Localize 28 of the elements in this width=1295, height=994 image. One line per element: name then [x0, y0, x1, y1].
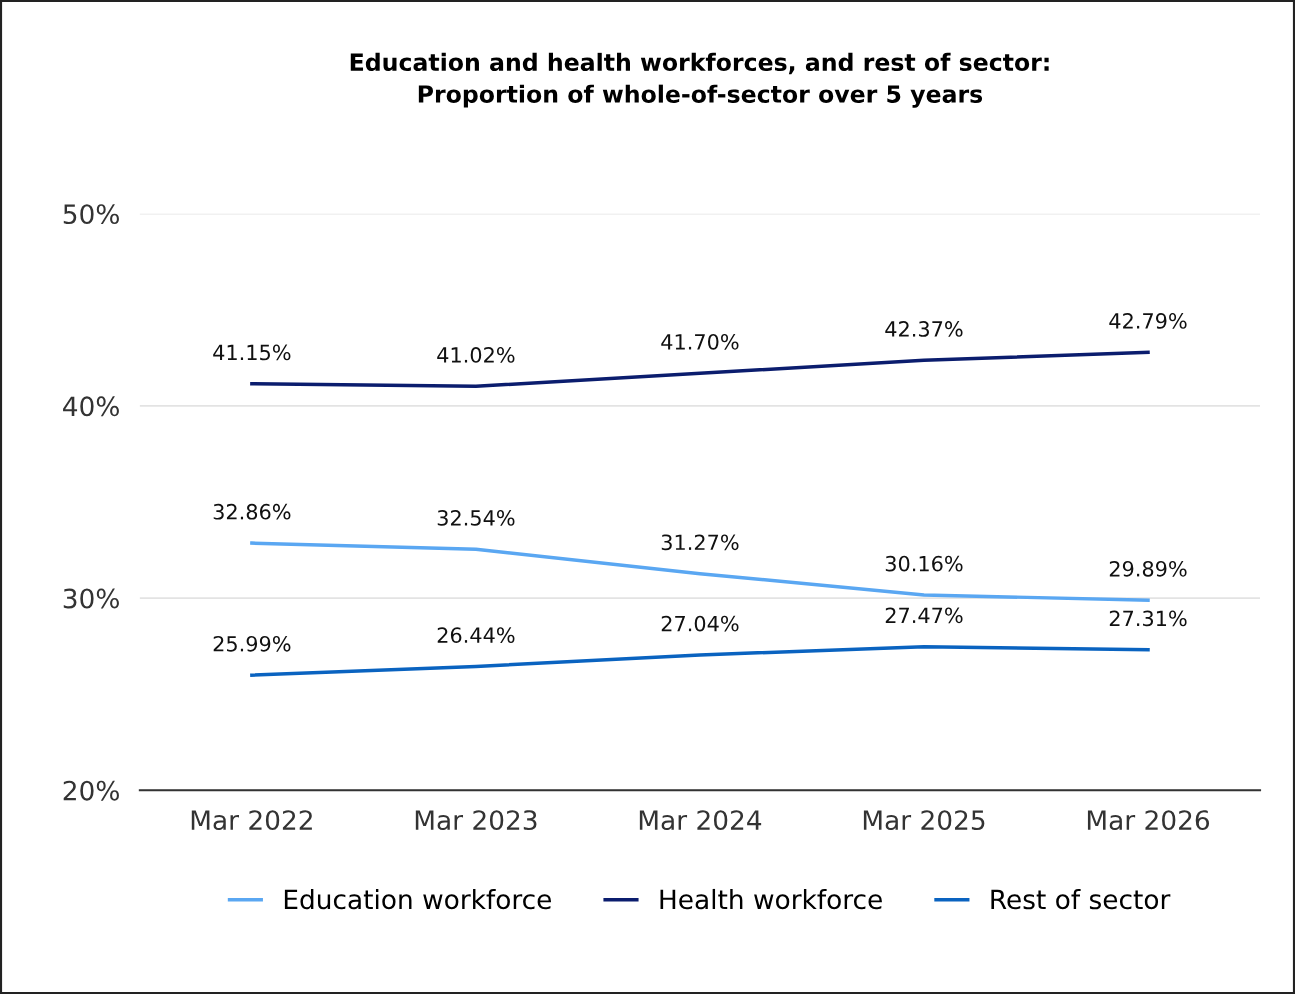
- x-tick-label: Mar 2022: [191, 810, 312, 831]
- y-tick-label: 20%: [63, 780, 119, 801]
- data-label: 41.15%: [213, 344, 291, 361]
- y-tick-label: 30%: [63, 588, 119, 609]
- legend-label: Education workforce: [284, 888, 551, 910]
- chart-title: Education and health workforces, and rest of sector: Proportion of whole-of-sector over 5 years: [350, 52, 1049, 108]
- data-label: 41.02%: [437, 347, 515, 363]
- legend-label: Health workforce: [660, 888, 882, 910]
- y-tick-label: 40%: [63, 396, 119, 417]
- data-label: 27.04%: [661, 615, 739, 632]
- data-label: 31.27%: [661, 534, 739, 551]
- data-label: 27.31%: [1109, 610, 1187, 627]
- x-tick-label: Mar 2024: [639, 810, 762, 831]
- data-label: 29.89%: [1109, 560, 1187, 577]
- legend-label: Rest of sector: [991, 888, 1171, 910]
- data-label: 32.54%: [437, 510, 515, 526]
- data-label: 26.44%: [437, 627, 515, 643]
- x-tick-label: Mar 2026: [1087, 810, 1210, 831]
- data-label: 32.86%: [213, 503, 291, 520]
- y-tick-label: 50%: [63, 204, 119, 225]
- data-label: 25.99%: [213, 635, 291, 652]
- x-tick-label: Mar 2025: [863, 810, 985, 831]
- data-label: 42.37%: [885, 321, 963, 337]
- data-label: 30.16%: [885, 555, 963, 572]
- data-label: 41.70%: [661, 333, 739, 350]
- data-label: 42.79%: [1109, 313, 1187, 329]
- x-tick-label: Mar 2023: [415, 810, 537, 831]
- data-label: 27.47%: [885, 607, 963, 624]
